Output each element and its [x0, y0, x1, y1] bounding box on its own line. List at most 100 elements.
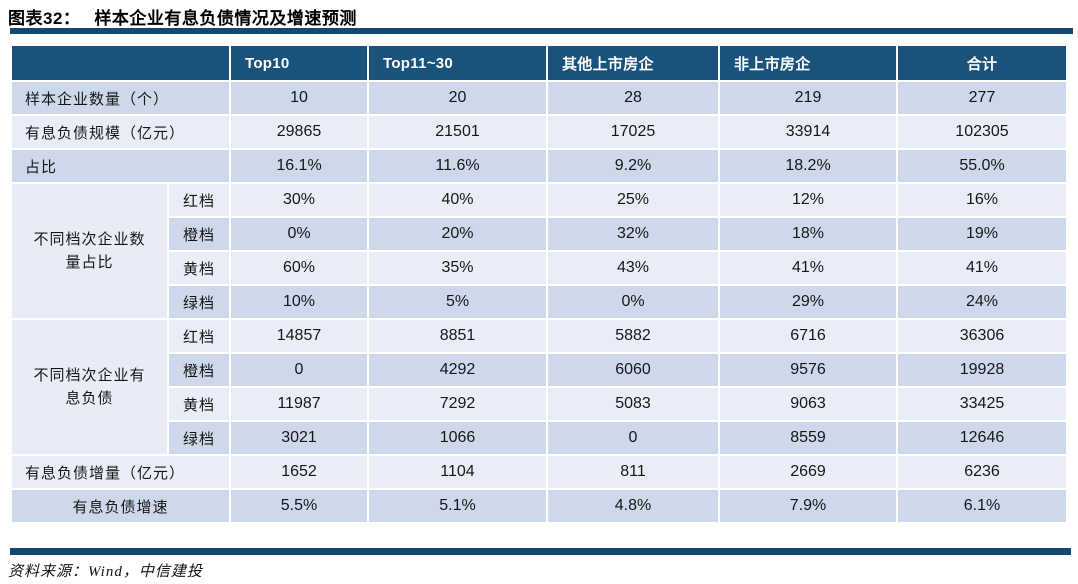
row-label: 有息负债规模（亿元）: [10, 114, 231, 150]
row-label: 占比: [10, 148, 231, 184]
tier-label: 橙档: [167, 352, 231, 388]
group-label-tier-count-share: 不同档次企业数量占比: [10, 182, 169, 320]
row-sample-count: 样本企业数量（个） 10 20 28 219 277: [10, 80, 1068, 116]
figure-title: 图表32： 样本企业有息负债情况及增速预测: [8, 4, 357, 29]
data-cell: 12646: [896, 420, 1068, 456]
row-debt-increment: 有息负债增量（亿元） 1652 1104 811 2669 6236: [10, 454, 1068, 490]
row-tier-debt-yellow: 黄档 11987 7292 5083 9063 33425: [11, 386, 1068, 422]
data-cell: 811: [546, 454, 720, 490]
data-cell: 10%: [229, 284, 369, 320]
data-cell: 33914: [718, 114, 898, 150]
data-cell: 5083: [546, 386, 720, 422]
debt-forecast-table: Top10 Top11~30 其他上市房企 非上市房企 合计 样本企业数量（个）…: [10, 44, 1068, 524]
row-tier-count-orange: 橙档 0% 20% 32% 18% 19%: [11, 216, 1068, 252]
data-cell: 16.1%: [229, 148, 369, 184]
row-tier-debt-orange: 橙档 0 4292 6060 9576 19928: [11, 352, 1068, 388]
data-cell: 10: [229, 80, 369, 116]
data-cell: 5.5%: [229, 488, 369, 524]
data-cell: 0: [229, 352, 369, 388]
data-cell: 29%: [718, 284, 898, 320]
row-label: 样本企业数量（个）: [10, 80, 231, 116]
row-tier-debt-green: 绿档 3021 1066 0 8559 12646: [11, 420, 1068, 456]
data-cell: 0: [546, 420, 720, 456]
title-divider-rule: [10, 28, 1073, 34]
data-cell: 33425: [896, 386, 1068, 422]
data-cell: 35%: [367, 250, 548, 286]
data-cell: 5%: [367, 284, 548, 320]
col-header-top10: Top10: [229, 44, 369, 82]
data-cell: 32%: [546, 216, 720, 252]
data-cell: 8559: [718, 420, 898, 456]
data-cell: 30%: [229, 182, 369, 218]
data-cell: 0%: [229, 216, 369, 252]
data-cell: 1066: [367, 420, 548, 456]
data-cell: 3021: [229, 420, 369, 456]
row-label: 有息负债增速: [10, 488, 231, 524]
row-label: 有息负债增量（亿元）: [10, 454, 231, 490]
row-tier-count-red: 不同档次企业数量占比 红档 30% 40% 25% 12% 16%: [10, 182, 1068, 320]
tier-label: 绿档: [167, 420, 231, 456]
figure-title-text: 样本企业有息负债情况及增速预测: [94, 9, 357, 28]
tier-label: 黄档: [167, 250, 231, 286]
tier-label: 红档: [167, 182, 231, 218]
data-cell: 9063: [718, 386, 898, 422]
data-cell: 21501: [367, 114, 548, 150]
data-cell: 18%: [718, 216, 898, 252]
data-cell: 1652: [229, 454, 369, 490]
data-cell: 4292: [367, 352, 548, 388]
data-cell: 12%: [718, 182, 898, 218]
data-cell: 6716: [718, 318, 898, 354]
data-cell: 8851: [367, 318, 548, 354]
row-tier-debt-red: 不同档次企业有息负债 红档 14857 8851 5882 6716 36306: [10, 318, 1068, 456]
row-tier-count-green: 绿档 10% 5% 0% 29% 24%: [11, 284, 1068, 320]
table-header-row: Top10 Top11~30 其他上市房企 非上市房企 合计: [10, 44, 1068, 82]
col-header-unlisted: 非上市房企: [718, 44, 898, 82]
footer-divider-rule: [10, 548, 1071, 555]
data-cell: 20%: [367, 216, 548, 252]
data-cell: 40%: [367, 182, 548, 218]
data-cell: 18.2%: [718, 148, 898, 184]
data-cell: 41%: [896, 250, 1068, 286]
data-cell: 9576: [718, 352, 898, 388]
data-cell: 41%: [718, 250, 898, 286]
data-cell: 16%: [896, 182, 1068, 218]
data-cell: 24%: [896, 284, 1068, 320]
data-cell: 19%: [896, 216, 1068, 252]
data-cell: 4.8%: [546, 488, 720, 524]
corner-cell: [10, 44, 231, 82]
tier-label: 橙档: [167, 216, 231, 252]
tier-label: 黄档: [167, 386, 231, 422]
data-cell: 28: [546, 80, 720, 116]
tier-label: 红档: [167, 318, 231, 354]
col-header-top11-30: Top11~30: [367, 44, 548, 82]
col-header-total: 合计: [896, 44, 1068, 82]
data-cell: 6.1%: [896, 488, 1068, 524]
data-cell: 43%: [546, 250, 720, 286]
data-cell: 11987: [229, 386, 369, 422]
data-cell: 6060: [546, 352, 720, 388]
data-cell: 11.6%: [367, 148, 548, 184]
data-cell: 102305: [896, 114, 1068, 150]
data-cell: 29865: [229, 114, 369, 150]
figure-number-label: 图表32：: [8, 9, 81, 28]
data-cell: 7292: [367, 386, 548, 422]
data-cell: 36306: [896, 318, 1068, 354]
data-cell: 6236: [896, 454, 1068, 490]
row-debt-growth: 有息负债增速 5.5% 5.1% 4.8% 7.9% 6.1%: [10, 488, 1068, 524]
row-share: 占比 16.1% 11.6% 9.2% 18.2% 55.0%: [10, 148, 1068, 184]
data-cell: 60%: [229, 250, 369, 286]
data-cell: 17025: [546, 114, 720, 150]
data-cell: 2669: [718, 454, 898, 490]
row-debt-scale: 有息负债规模（亿元） 29865 21501 17025 33914 10230…: [10, 114, 1068, 150]
data-cell: 5882: [546, 318, 720, 354]
data-cell: 25%: [546, 182, 720, 218]
data-cell: 7.9%: [718, 488, 898, 524]
tier-label: 绿档: [167, 284, 231, 320]
data-cell: 14857: [229, 318, 369, 354]
data-cell: 0%: [546, 284, 720, 320]
group-label-tier-debt: 不同档次企业有息负债: [10, 318, 169, 456]
data-cell: 1104: [367, 454, 548, 490]
data-cell: 219: [718, 80, 898, 116]
data-cell: 55.0%: [896, 148, 1068, 184]
data-cell: 277: [896, 80, 1068, 116]
